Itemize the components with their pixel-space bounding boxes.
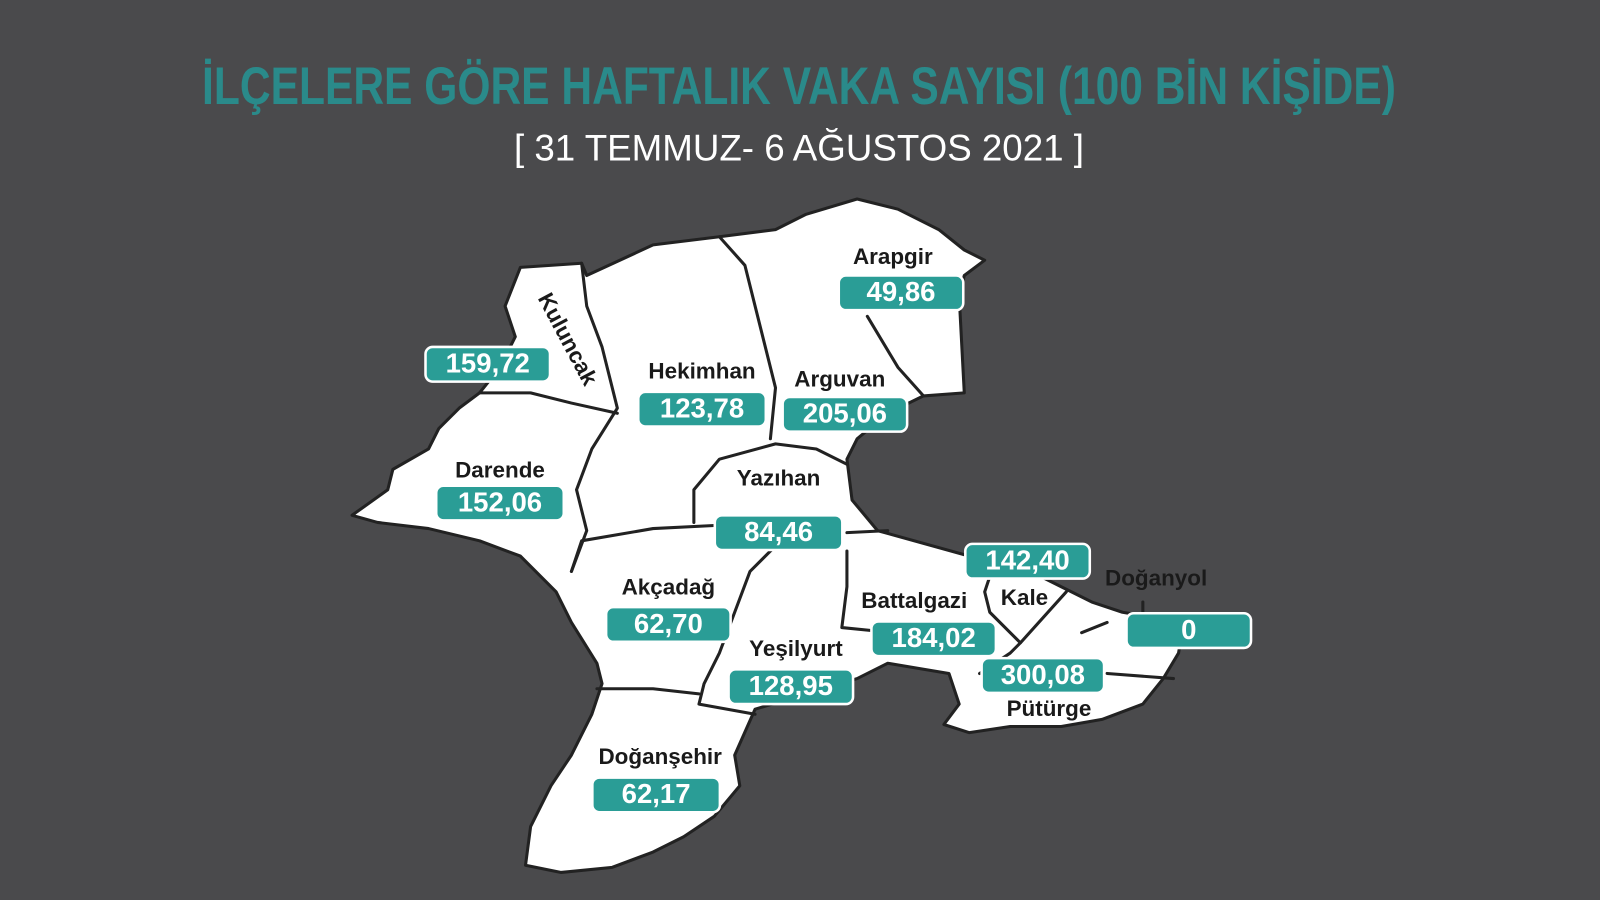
- district-value: 62,17: [622, 778, 691, 809]
- value-box: [727, 668, 855, 706]
- border: [1080, 620, 1109, 635]
- subtitle: [ 31 TEMMUZ- 6 AĞUSTOS 2021 ]: [514, 128, 1084, 169]
- district-name: Darende: [455, 457, 545, 482]
- border: [697, 544, 778, 716]
- value-box: [870, 620, 998, 658]
- value-box: [604, 605, 732, 644]
- district-value: 205,06: [803, 398, 887, 429]
- district-name: Arguvan: [794, 367, 885, 392]
- district-name: Pütürge: [1007, 696, 1092, 721]
- value-box: [591, 776, 722, 814]
- map-slide: İLÇELERE GÖRE HAFTALIK VAKA SAYISI (100 …: [202, 57, 1396, 874]
- district-value: 0: [1181, 614, 1196, 645]
- district-value: 152,06: [458, 486, 542, 517]
- district-value: 49,86: [867, 276, 936, 307]
- border: [983, 559, 1068, 645]
- border: [478, 391, 619, 415]
- border: [840, 549, 874, 633]
- value-box: [636, 390, 768, 428]
- value-box: [434, 484, 566, 522]
- border: [569, 523, 716, 573]
- value-box: [424, 345, 552, 383]
- value-box: [980, 656, 1106, 695]
- district-name: Battalgazi: [861, 588, 967, 613]
- border: [717, 235, 778, 441]
- district-name: Yazıhan: [737, 466, 821, 491]
- value-box: [837, 274, 965, 312]
- district-value: 159,72: [446, 348, 530, 379]
- district-value: 300,08: [1001, 659, 1085, 690]
- border: [569, 261, 619, 573]
- district-name: Hekimhan: [648, 358, 755, 383]
- district-name: Doğanşehir: [598, 744, 722, 769]
- value-box: [713, 514, 844, 552]
- border: [595, 687, 701, 696]
- district-value: 62,70: [634, 608, 703, 639]
- border: [865, 314, 925, 398]
- district-name: Doğanyol: [1105, 566, 1207, 591]
- district-name: Yeşilyurt: [749, 636, 843, 661]
- district-value: 184,02: [892, 622, 976, 653]
- district-name: Kale: [1001, 585, 1048, 610]
- district-value: 128,95: [749, 670, 833, 701]
- border: [1105, 671, 1175, 681]
- value-box: [964, 542, 1092, 580]
- value-box: [781, 395, 909, 433]
- border: [692, 442, 849, 524]
- district-value: 123,78: [660, 392, 744, 423]
- district-value: 84,46: [744, 516, 813, 547]
- district-value: 142,40: [985, 545, 1069, 576]
- district-name: Akçadağ: [622, 575, 716, 600]
- district-name: Arapgir: [853, 244, 933, 269]
- title: İLÇELERE GÖRE HAFTALIK VAKA SAYISI (100 …: [202, 57, 1396, 116]
- border: [845, 529, 890, 535]
- value-box: [1125, 611, 1253, 650]
